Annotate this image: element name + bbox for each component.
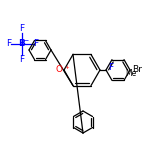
Text: +: + [65, 65, 69, 70]
Text: O: O [56, 66, 63, 74]
Text: F: F [6, 40, 11, 48]
Text: Me: Me [125, 69, 136, 78]
Text: Br: Br [132, 66, 142, 74]
Text: F: F [19, 55, 25, 64]
Text: −: − [24, 37, 29, 42]
Text: F: F [19, 24, 25, 33]
Text: B: B [19, 40, 25, 48]
Text: F: F [108, 63, 114, 72]
Text: F: F [33, 40, 38, 48]
